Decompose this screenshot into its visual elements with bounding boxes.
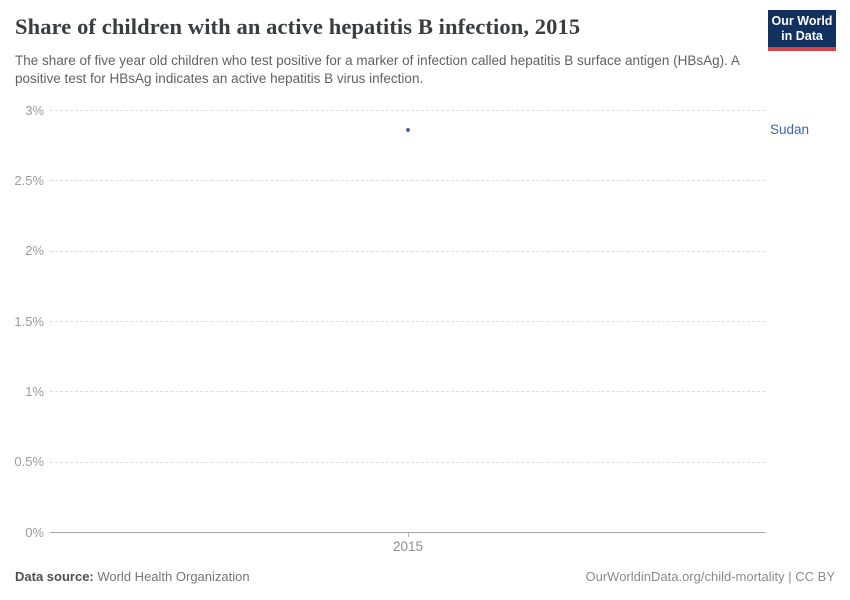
owid-logo[interactable]: Our World in Data xyxy=(768,10,836,51)
y-axis-tick-label: 2.5% xyxy=(14,172,44,188)
x-axis-tick-mark xyxy=(408,533,409,537)
y-axis-tick-label: 3% xyxy=(25,102,44,118)
x-axis-tick-label: 2015 xyxy=(392,539,424,554)
gridline xyxy=(50,250,765,252)
gridline xyxy=(50,461,765,463)
owid-logo-line1: Our World xyxy=(771,14,833,28)
y-axis-tick-label: 1.5% xyxy=(14,313,44,329)
series-label-sudan[interactable]: Sudan xyxy=(770,121,810,137)
y-axis-tick-label: 0.5% xyxy=(14,454,44,470)
data-source-label: Data source: xyxy=(15,569,94,584)
chart-subtitle: The share of five year old children who … xyxy=(15,53,740,86)
y-axis-tick-label: 1% xyxy=(25,383,44,399)
y-axis-tick-label: 2% xyxy=(25,243,44,259)
gridline xyxy=(50,391,765,393)
gridline xyxy=(50,110,765,111)
data-source-value: World Health Organization xyxy=(93,569,250,584)
chart-title: Share of children with an active hepatit… xyxy=(15,14,581,39)
owid-logo-line2: in Data xyxy=(781,29,823,43)
gridline xyxy=(50,180,765,182)
x-axis-line xyxy=(50,532,765,533)
y-axis-tick-label: 0% xyxy=(25,524,44,540)
gridline xyxy=(50,321,765,322)
attribution-link[interactable]: OurWorldinData.org/child-mortality | CC … xyxy=(585,569,836,584)
data-point-sudan[interactable] xyxy=(406,127,410,132)
data-source-note: Data source: World Health Organization xyxy=(15,569,250,584)
